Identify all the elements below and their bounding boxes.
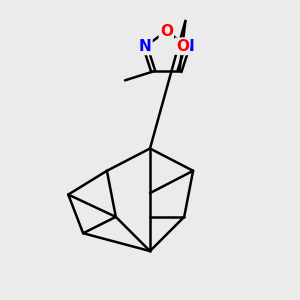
Text: N: N xyxy=(181,39,194,54)
Text: N: N xyxy=(139,39,152,54)
Text: O: O xyxy=(160,24,173,39)
Text: O: O xyxy=(176,39,189,54)
